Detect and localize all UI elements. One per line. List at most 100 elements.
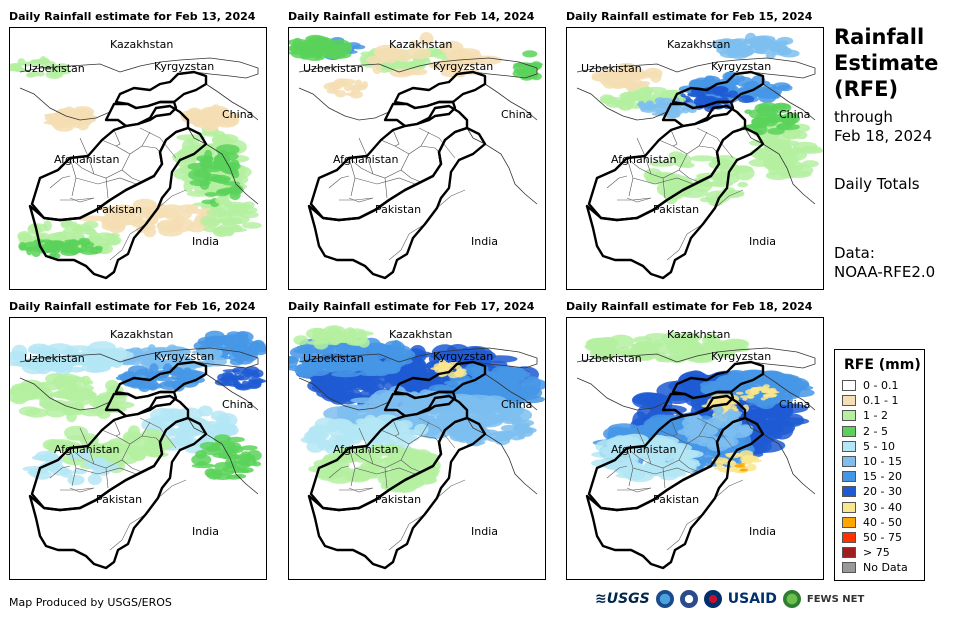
rain-cell [101, 213, 120, 229]
rain-cell [794, 131, 808, 140]
rain-cell [82, 220, 99, 229]
rain-cell [521, 426, 534, 437]
rain-cell [671, 449, 699, 457]
rain-cell [312, 333, 322, 340]
rain-cell [758, 102, 778, 112]
province-boundary [348, 447, 374, 465]
province-boundary [670, 419, 678, 437]
legend-item: 40 - 50 [842, 515, 924, 530]
rain-cell [89, 443, 112, 457]
province-boundary [678, 169, 700, 183]
country-label-china: China [501, 398, 532, 411]
rain-cell [752, 120, 766, 126]
rain-cell [254, 342, 264, 349]
logo-strip: ≋USGS USAID FEWS NET [595, 590, 864, 608]
rain-cell [67, 245, 81, 255]
province-boundary [105, 177, 109, 199]
rain-cell [28, 346, 43, 354]
rain-cell [739, 370, 765, 377]
rain-cell [764, 139, 792, 155]
rain-cell [328, 82, 345, 89]
rainfall-map-3: Kazakhstan Uzbekistan Kyrgyzstan China Afgha… [566, 27, 824, 290]
rain-cell [35, 58, 51, 64]
rain-cell [227, 436, 245, 443]
rain-cell [697, 93, 708, 102]
province-boundary [339, 487, 374, 491]
rain-cell [86, 364, 103, 373]
rain-cell [354, 331, 374, 336]
country-label-kazakhstan: Kazakhstan [667, 38, 730, 51]
country-label-kazakhstan: Kazakhstan [667, 328, 730, 341]
legend-label: 5 - 10 [863, 439, 895, 453]
rain-cell [612, 435, 628, 450]
legend-label: 0.1 - 1 [863, 394, 899, 408]
legend-item: > 75 [842, 545, 924, 560]
rain-cell [31, 250, 41, 257]
rain-cell [241, 451, 251, 457]
legend-label: 1 - 2 [863, 409, 888, 423]
rain-cell [408, 40, 421, 48]
province-boundary [354, 467, 416, 475]
province-boundary [328, 175, 350, 189]
rain-cell [99, 357, 123, 367]
province-boundary [384, 177, 388, 199]
rain-cell [404, 47, 432, 60]
rain-cell [69, 454, 79, 460]
rain-cell [383, 340, 406, 355]
rain-cell [737, 182, 748, 188]
rain-cell [765, 52, 776, 59]
rain-cell [502, 375, 526, 388]
legend-swatch [842, 471, 856, 483]
rain-cell [177, 204, 199, 212]
rain-cell [313, 339, 329, 350]
country-label-china: China [779, 108, 810, 121]
rain-cell [767, 115, 778, 124]
rain-cell [241, 222, 262, 229]
rain-cell [631, 342, 657, 352]
province-boundary [79, 427, 89, 447]
legend-item: 30 - 40 [842, 500, 924, 515]
province-boundary [626, 447, 652, 465]
rain-cell [191, 453, 212, 466]
legend-label: 30 - 40 [863, 500, 902, 514]
rain-cell [199, 106, 222, 119]
rain-cell [362, 81, 368, 89]
province-boundary [626, 157, 652, 175]
rain-cell [67, 474, 85, 486]
rain-cell [760, 397, 766, 401]
map-svg: Kazakhstan Uzbekistan Kyrgyzstan China Afgha… [10, 38, 262, 280]
country-label-afghanistan: Afghanistan [611, 443, 677, 456]
rain-cell [226, 474, 242, 480]
rain-cell [736, 465, 746, 468]
rain-cell [481, 395, 508, 410]
rain-cell [644, 333, 671, 342]
country-border [466, 417, 538, 495]
rain-cell [10, 357, 27, 367]
legend-label: 20 - 30 [863, 485, 902, 499]
country-label-india: India [471, 235, 498, 248]
legend-swatch [842, 440, 856, 452]
country-label-afghanistan: Afghanistan [611, 153, 677, 166]
rain-cell [738, 95, 755, 104]
rain-cell [632, 392, 664, 409]
legend-title: RFE (mm) [844, 357, 921, 373]
province-boundary [60, 197, 95, 201]
legend-swatch [842, 531, 856, 543]
legend-item: 15 - 20 [842, 469, 924, 484]
rain-cell [236, 345, 257, 355]
rain-cell [36, 71, 45, 77]
legend-swatch [842, 425, 856, 437]
rain-cell [80, 409, 105, 417]
rain-cell [787, 386, 801, 399]
rain-cell [689, 155, 716, 162]
panel-title-4: Daily Rainfall estimate for Feb 16, 2024 [9, 300, 256, 313]
rain-cell [670, 338, 701, 350]
province-boundary [141, 145, 161, 153]
fews-globe-icon [782, 590, 801, 608]
rain-cell [192, 208, 210, 215]
rain-cell [47, 358, 74, 372]
country-label-kazakhstan: Kazakhstan [389, 328, 452, 341]
country-label-kazakhstan: Kazakhstan [110, 328, 173, 341]
rain-cell [90, 236, 106, 242]
rain-cell [335, 348, 347, 355]
